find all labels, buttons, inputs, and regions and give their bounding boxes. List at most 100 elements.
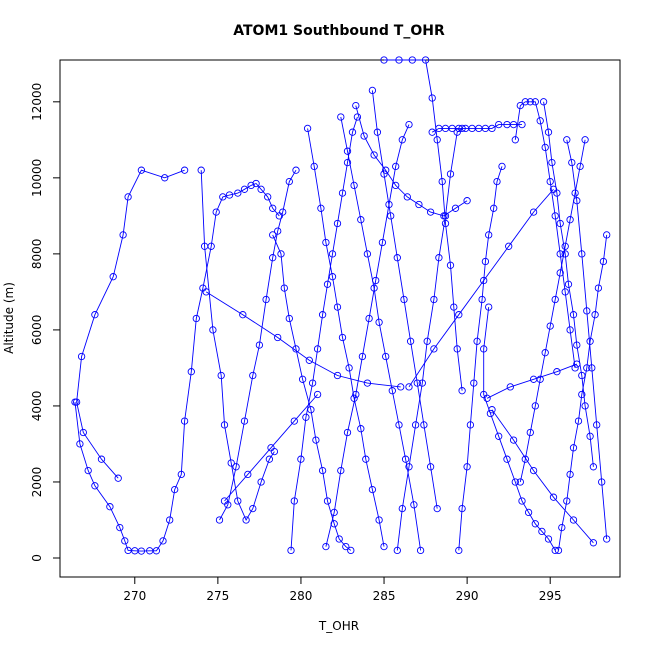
data-point <box>342 542 350 551</box>
data-point <box>219 193 227 201</box>
data-point <box>481 257 490 266</box>
data-point <box>177 470 185 479</box>
data-point <box>392 181 400 190</box>
data-point <box>566 216 574 224</box>
data-point <box>421 56 430 64</box>
data-point <box>395 421 403 429</box>
data-point <box>121 537 129 545</box>
data-point <box>234 189 242 197</box>
data-point <box>428 128 436 136</box>
data-point <box>426 208 435 216</box>
x-tick-label: 275 <box>206 589 229 603</box>
data-point <box>438 177 446 186</box>
data-point <box>322 238 330 247</box>
data-point <box>292 166 300 174</box>
data-point <box>348 128 357 136</box>
data-point <box>380 542 388 551</box>
series-group <box>71 56 611 555</box>
data-point <box>573 341 581 349</box>
series-line <box>371 90 438 509</box>
data-point <box>488 406 496 414</box>
series <box>197 166 279 524</box>
data-point <box>410 501 418 509</box>
data-point <box>234 497 242 505</box>
y-axis: 0 2000 4000 6000 8000 10000 12000 <box>30 83 61 562</box>
series <box>483 360 581 402</box>
data-point <box>493 177 501 186</box>
data-point <box>323 280 332 288</box>
data-point <box>159 537 167 545</box>
data-point <box>171 485 179 494</box>
data-point <box>430 295 438 304</box>
data-point <box>298 375 307 383</box>
data-point <box>338 189 347 197</box>
data-point <box>97 455 106 463</box>
data-point <box>478 295 486 304</box>
series <box>72 166 189 482</box>
data-point <box>262 295 270 304</box>
data-point <box>318 311 327 319</box>
data-point <box>343 147 352 155</box>
data-point <box>531 98 539 106</box>
data-point <box>180 166 189 174</box>
data-point <box>435 254 443 262</box>
series <box>202 288 405 391</box>
data-point <box>292 345 300 353</box>
data-point <box>285 314 293 323</box>
y-axis-label: Altitude (m) <box>2 282 16 354</box>
data-point <box>330 508 338 517</box>
data-point <box>495 432 503 440</box>
data-point <box>106 503 114 511</box>
data-point <box>247 181 255 190</box>
data-point <box>137 547 146 555</box>
data-point <box>553 368 561 376</box>
data-point <box>450 303 458 311</box>
data-point <box>428 94 436 102</box>
data-point <box>257 185 265 193</box>
data-point <box>358 352 367 361</box>
data-point <box>569 516 578 524</box>
data-point <box>593 421 601 429</box>
data-point <box>382 352 390 361</box>
data-point <box>544 535 553 543</box>
data-point <box>405 120 413 129</box>
data-point <box>423 337 431 345</box>
y-tick-label: 4000 <box>30 391 44 422</box>
data-point <box>308 379 317 387</box>
data-point <box>554 546 563 555</box>
series <box>337 113 425 555</box>
data-point <box>576 162 584 171</box>
data-point <box>397 383 405 391</box>
series-line <box>307 128 385 547</box>
data-point <box>594 284 603 292</box>
data-point <box>441 212 450 220</box>
data-point <box>387 212 395 220</box>
data-point <box>418 379 426 387</box>
data-point <box>274 333 282 342</box>
data-point <box>347 546 355 555</box>
data-point <box>463 463 471 471</box>
data-point <box>285 177 293 186</box>
data-point <box>310 162 318 171</box>
data-point <box>455 311 463 319</box>
data-point <box>215 516 224 524</box>
data-point <box>485 231 493 239</box>
data-point <box>274 227 282 235</box>
data-point <box>363 379 372 387</box>
data-point <box>406 337 415 345</box>
data-point <box>563 136 571 144</box>
data-point <box>556 219 564 228</box>
data-point <box>290 417 298 425</box>
data-point <box>380 56 388 64</box>
data-point <box>124 193 132 201</box>
data-point <box>343 158 352 167</box>
data-point <box>192 314 200 323</box>
data-point <box>360 132 368 140</box>
data-point <box>473 337 481 345</box>
data-point <box>227 459 235 467</box>
data-point <box>352 101 360 110</box>
data-point <box>538 527 546 536</box>
data-point <box>603 535 611 543</box>
data-point <box>352 390 360 399</box>
data-point <box>267 444 275 452</box>
